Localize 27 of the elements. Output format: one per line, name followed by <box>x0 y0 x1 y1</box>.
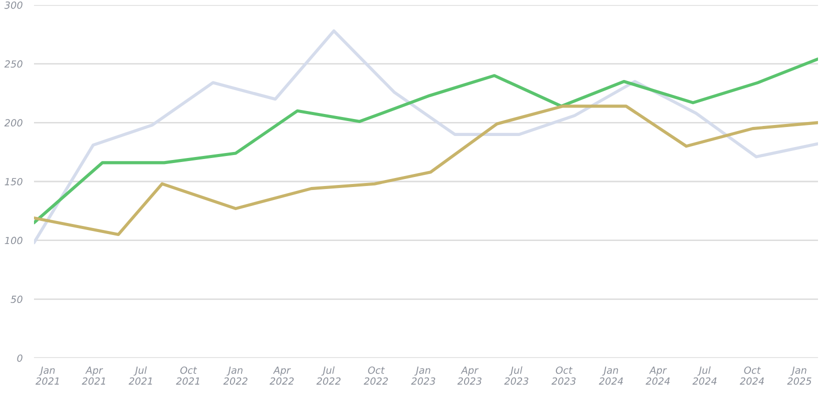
y-tick-label: 250 <box>4 60 22 68</box>
x-tick-label: Jan 2024 <box>598 366 623 385</box>
x-tick-label: Jan 2021 <box>36 366 59 385</box>
line-series <box>34 58 818 224</box>
y-tick-label: 200 <box>4 119 22 126</box>
y-tick-label: 0 <box>17 354 22 362</box>
y-tick-label: 300 <box>4 1 22 9</box>
x-tick-label: Jul 2022 <box>316 366 341 385</box>
x-tick-label: Oct 2021 <box>176 366 200 385</box>
x-tick-label: Oct 2023 <box>552 366 576 385</box>
x-tick-label: Jan 2025 <box>787 366 812 385</box>
x-tick-label: Jul 2021 <box>128 366 152 385</box>
x-tick-label: Jul 2024 <box>692 366 716 385</box>
line-series <box>34 104 818 236</box>
x-tick-label: Apr 2022 <box>270 366 294 385</box>
line-series <box>34 29 818 244</box>
x-tick-label: Jan 2022 <box>223 366 248 385</box>
x-tick-label: Jul 2023 <box>504 366 528 385</box>
y-tick-label: 150 <box>4 178 22 186</box>
y-tick-label: 100 <box>4 236 22 244</box>
x-tick-label: Apr 2021 <box>82 366 106 385</box>
x-tick-label: Apr 2023 <box>457 366 482 385</box>
x-tick-label: Apr 2024 <box>646 366 670 385</box>
x-tick-label: Oct 2022 <box>364 366 388 385</box>
y-tick-label: 50 <box>10 296 22 303</box>
x-tick-label: Oct 2024 <box>740 366 764 385</box>
x-tick-label: Jan 2023 <box>411 366 436 385</box>
